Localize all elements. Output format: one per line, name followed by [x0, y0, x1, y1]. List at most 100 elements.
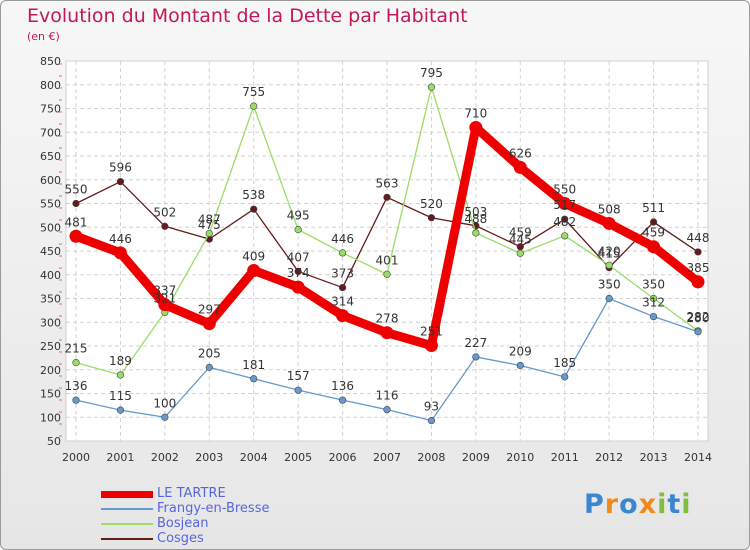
logo-letter: o: [619, 489, 639, 520]
data-point: [202, 317, 216, 331]
data-point: [427, 83, 436, 91]
legend-swatch: [101, 538, 153, 540]
data-label: 312: [642, 296, 665, 310]
data-label: 337: [153, 284, 176, 298]
data-point: [516, 249, 524, 257]
data-point: [516, 361, 524, 370]
data-point: [427, 416, 436, 425]
data-label: 538: [242, 188, 265, 202]
data-label: 488: [464, 212, 487, 226]
y-tick-label: 50: [47, 435, 61, 448]
data-point: [250, 102, 258, 110]
data-point: [649, 218, 658, 226]
data-label: 508: [598, 202, 621, 216]
proxiti-logo: Proxiti: [584, 489, 692, 520]
data-point: [205, 229, 213, 238]
data-label: 136: [65, 379, 88, 393]
data-point: [561, 232, 569, 240]
y-tick-label: 350: [40, 293, 61, 306]
data-point: [605, 261, 613, 269]
y-tick-label: 650: [40, 150, 61, 163]
chart-subtitle: (en €): [27, 30, 60, 43]
y-tick-label: 250: [40, 340, 61, 353]
data-point: [513, 160, 527, 174]
data-label: 185: [553, 356, 576, 370]
data-point: [250, 375, 258, 383]
x-tick-label: 2011: [551, 451, 579, 464]
x-tick-label: 2010: [506, 451, 534, 464]
data-point: [561, 215, 569, 223]
data-label: 420: [598, 244, 621, 258]
data-label: 280: [687, 311, 710, 325]
data-point: [294, 267, 302, 276]
legend-item-le-tartre: LE TARTRE: [101, 486, 361, 502]
y-tick-label: 700: [40, 126, 61, 139]
legend-item-frangy-en-bresse: Frangy-en-Bresse: [101, 501, 361, 517]
legend-item-bosjean: Bosjean: [101, 516, 361, 532]
data-label: 520: [420, 197, 443, 211]
data-label: 251: [420, 325, 443, 339]
data-label: 205: [198, 346, 221, 360]
data-label: 511: [642, 201, 665, 215]
data-point: [602, 216, 616, 230]
data-point: [161, 413, 169, 421]
data-point: [383, 193, 391, 201]
legend-swatch: [101, 491, 153, 498]
legend-swatch: [101, 508, 153, 510]
data-label: 115: [109, 389, 132, 403]
data-point: [291, 280, 305, 294]
data-label: 321: [153, 291, 176, 305]
x-tick-label: 2000: [62, 451, 90, 464]
logo-letter: t: [667, 489, 682, 520]
data-label: 495: [287, 209, 310, 223]
data-point: [338, 249, 347, 257]
data-label: 278: [376, 312, 399, 326]
data-label: 189: [109, 354, 132, 368]
y-tick-label: 100: [40, 411, 61, 424]
x-tick-label: 2012: [595, 451, 623, 464]
data-label: 93: [424, 400, 439, 414]
data-label: 350: [642, 278, 665, 292]
data-label: 385: [687, 261, 710, 275]
data-point: [472, 229, 480, 237]
x-tick-label: 2003: [195, 451, 223, 464]
data-label: 401: [376, 253, 399, 267]
data-label: 517: [553, 198, 576, 212]
data-point: [294, 386, 302, 394]
logo-letter: i: [657, 489, 668, 520]
data-point: [294, 226, 302, 234]
x-tick-label: 2007: [373, 451, 401, 464]
y-tick-label: 300: [40, 316, 61, 329]
data-label: 626: [509, 146, 532, 160]
data-label: 550: [65, 183, 88, 197]
data-label: 550: [553, 183, 576, 197]
data-label: 409: [242, 249, 265, 263]
data-label: 407: [287, 250, 310, 264]
data-point: [424, 339, 438, 353]
logo-letter: x: [638, 489, 658, 520]
logo-letter: P: [584, 489, 605, 520]
legend-item-cosges: Cosges: [101, 531, 361, 547]
data-label: 503: [464, 205, 487, 219]
data-point: [72, 199, 80, 208]
legend-swatch: [101, 523, 153, 525]
data-point: [427, 214, 436, 222]
data-point: [383, 270, 391, 278]
data-label: 282: [687, 310, 710, 324]
data-point: [561, 373, 569, 381]
legend-label: Frangy-en-Bresse: [157, 501, 270, 516]
data-point: [694, 328, 702, 336]
data-point: [472, 353, 480, 361]
data-label: 482: [553, 215, 576, 229]
data-label: 116: [376, 389, 399, 403]
data-label: 446: [109, 232, 132, 246]
data-label: 795: [420, 66, 443, 80]
y-tick-label: 850: [40, 55, 61, 68]
data-label: 755: [242, 85, 265, 99]
x-tick-label: 2002: [151, 451, 179, 464]
data-point: [158, 298, 172, 312]
data-point: [116, 371, 125, 379]
grid-layer: [65, 60, 709, 442]
data-label: 373: [331, 267, 354, 281]
